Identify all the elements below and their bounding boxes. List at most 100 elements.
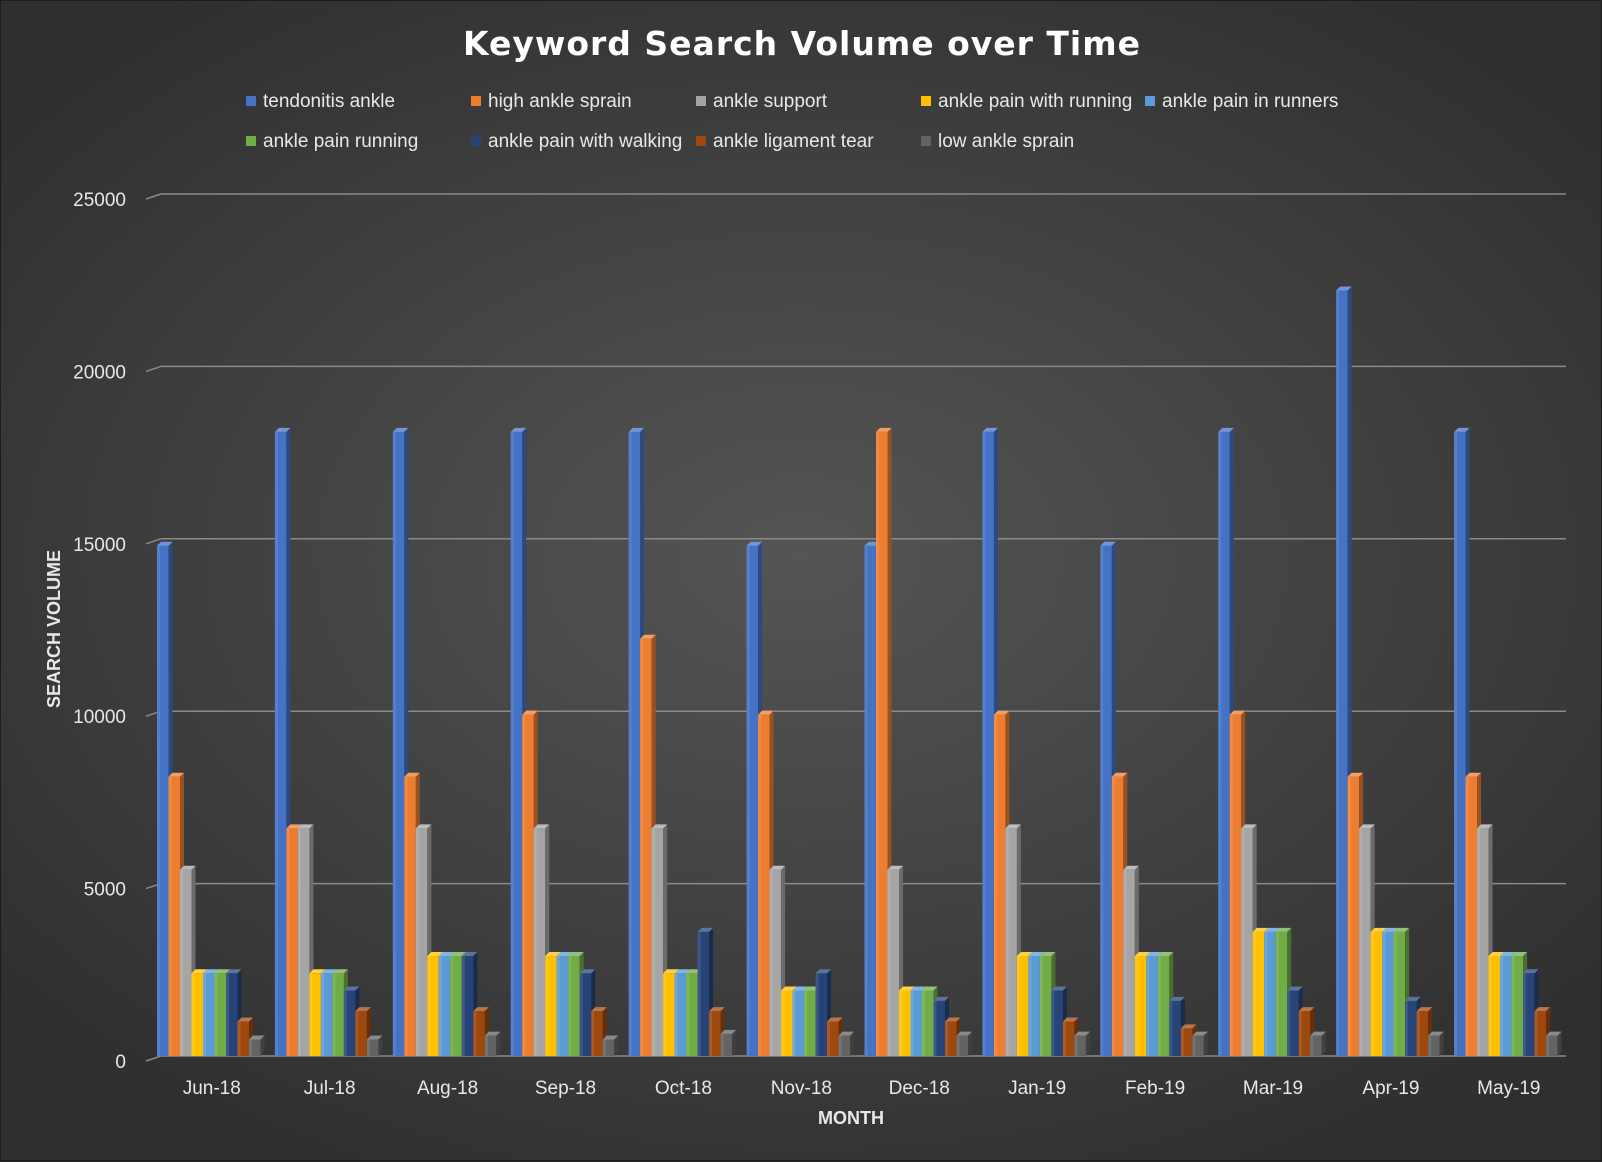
bar-front — [697, 931, 710, 1056]
bar-highlight — [933, 1000, 937, 1056]
bar-top — [1134, 952, 1151, 957]
bar-low-ankle-sprain-jan-19 — [1074, 1031, 1090, 1056]
bar-front — [1405, 1000, 1417, 1056]
bar-top — [392, 427, 409, 432]
x-axis-ticks: Jun-18 Jul-18 Aug-18 Sep-18 Oct-18 Nov-18 Dec-… — [183, 1078, 1541, 1099]
bar-top — [1241, 824, 1257, 829]
bar-front — [1252, 931, 1265, 1056]
bar-highlight — [945, 1021, 948, 1056]
bar-highlight — [1336, 290, 1340, 1056]
bar-highlight — [1500, 956, 1504, 1056]
bar-top — [427, 952, 443, 957]
bar-highlight — [876, 431, 879, 1056]
bar-side — [1439, 1031, 1444, 1056]
bar-group-nov-18 — [746, 541, 855, 1056]
bar-front — [180, 869, 192, 1056]
bar-highlight — [1534, 1011, 1538, 1056]
bar-front — [792, 990, 805, 1056]
bar-front — [438, 956, 451, 1056]
bar-highlight — [1370, 931, 1374, 1056]
bar-highlight — [343, 990, 347, 1056]
bar-front — [1275, 931, 1288, 1056]
bar-front — [473, 1011, 485, 1056]
bar-top — [993, 710, 1010, 715]
bar-highlight — [332, 973, 336, 1056]
legend-swatch — [921, 136, 931, 146]
bar-top — [1488, 952, 1505, 957]
bar-front — [157, 545, 169, 1056]
bar-top — [1416, 1007, 1433, 1012]
bar-front — [355, 1011, 367, 1056]
bar-front — [769, 869, 782, 1056]
bar-highlight — [404, 776, 408, 1056]
bar-low-ankle-sprain-aug-18 — [484, 1031, 501, 1056]
bar-side — [1321, 1031, 1326, 1056]
bar-front — [1229, 714, 1242, 1056]
legend-swatch — [246, 136, 256, 146]
bar-front — [1477, 828, 1489, 1056]
bar-front — [899, 990, 911, 1056]
bar-top — [450, 952, 466, 957]
bar-top — [674, 969, 691, 974]
chart-title: Keyword Search Volume over Time — [463, 24, 1141, 63]
legend-label: ankle pain with running — [938, 91, 1132, 112]
bar-top — [591, 1007, 607, 1012]
bar-highlight — [1146, 956, 1150, 1056]
bar-low-ankle-sprain-sep-18 — [602, 1035, 619, 1056]
bar-front — [510, 431, 523, 1056]
bar-highlight — [602, 1039, 606, 1056]
bar-front — [1416, 1011, 1429, 1056]
bar-front — [887, 869, 899, 1056]
bar-top — [1146, 952, 1162, 957]
bar-low-ankle-sprain-oct-18 — [720, 1029, 737, 1056]
bar-front — [709, 1011, 721, 1056]
legend-item-ankle-ligament-tear: ankle ligament tear — [696, 131, 874, 152]
bar-highlight — [1428, 1035, 1432, 1056]
bar-highlight — [956, 1035, 960, 1056]
bar-highlight — [484, 1035, 488, 1056]
bar-highlight — [887, 869, 891, 1056]
bar-top — [510, 427, 527, 432]
legend-swatch — [246, 96, 256, 106]
bar-front — [1028, 956, 1040, 1056]
legend-label: ankle pain running — [263, 131, 418, 152]
bar-highlight — [1264, 931, 1268, 1056]
bar-highlight — [781, 990, 785, 1056]
bar-top — [297, 824, 314, 829]
bar-front — [1016, 956, 1029, 1056]
bar-top — [1192, 1031, 1208, 1036]
bar-top — [274, 427, 291, 432]
bar-top — [876, 427, 892, 432]
bar-front — [427, 956, 439, 1056]
bar-top — [758, 710, 774, 715]
bar-highlight — [309, 973, 313, 1056]
bar-highlight — [1275, 931, 1279, 1056]
y-tick-label: 10000 — [73, 707, 126, 728]
bar-top — [628, 427, 645, 432]
legend-label: ankle support — [713, 91, 828, 112]
bar-top — [1275, 927, 1292, 932]
bar-front — [1180, 1028, 1193, 1056]
x-axis-title: MONTH — [818, 1108, 884, 1128]
bar-front — [1051, 990, 1063, 1056]
bar-highlight — [168, 776, 172, 1056]
bar-group-apr-19 — [1336, 286, 1444, 1056]
bar-front — [1123, 869, 1135, 1056]
bar-top — [180, 865, 196, 870]
bar-highlight — [1074, 1035, 1078, 1056]
bar-front — [568, 956, 580, 1056]
bar-top — [709, 1007, 725, 1012]
bar-front — [1062, 1021, 1075, 1056]
bar-highlight — [899, 990, 902, 1056]
bar-highlight — [910, 990, 914, 1056]
bar-top — [945, 1017, 961, 1022]
bar-top — [473, 1007, 489, 1012]
bar-top — [1428, 1031, 1444, 1036]
bar-highlight — [1169, 1000, 1173, 1056]
bar-front — [1370, 931, 1383, 1056]
bar-highlight — [366, 1039, 370, 1056]
bar-side — [1203, 1031, 1208, 1056]
legend-item-ankle-pain-with-walking: ankle pain with walking — [471, 131, 682, 152]
bar-highlight — [1347, 776, 1351, 1056]
bar-highlight — [510, 431, 514, 1056]
